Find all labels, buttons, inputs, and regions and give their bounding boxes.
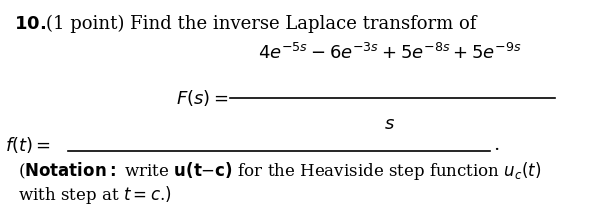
Text: $4e^{-5s}-6e^{-3s}+5e^{-8s}+5e^{-9s}$: $4e^{-5s}-6e^{-3s}+5e^{-8s}+5e^{-9s}$ [258, 43, 522, 63]
Text: ($\bf{Notation:}$ write $\bf{u(t\mathrm{-}c)}$ for the Heaviside step function $: ($\bf{Notation:}$ write $\bf{u(t\mathrm{… [18, 160, 541, 182]
Text: $f(t)=$: $f(t)=$ [5, 135, 51, 155]
Text: $\bf{10.}$: $\bf{10.}$ [14, 15, 46, 33]
Text: $F(s)=$: $F(s)=$ [175, 88, 228, 108]
Text: $s$: $s$ [384, 115, 395, 133]
Text: with step at $t=c$.$)$: with step at $t=c$.$)$ [18, 184, 172, 206]
Text: (1 point) Find the inverse Laplace transform of: (1 point) Find the inverse Laplace trans… [46, 15, 476, 33]
Text: .: . [493, 136, 499, 154]
